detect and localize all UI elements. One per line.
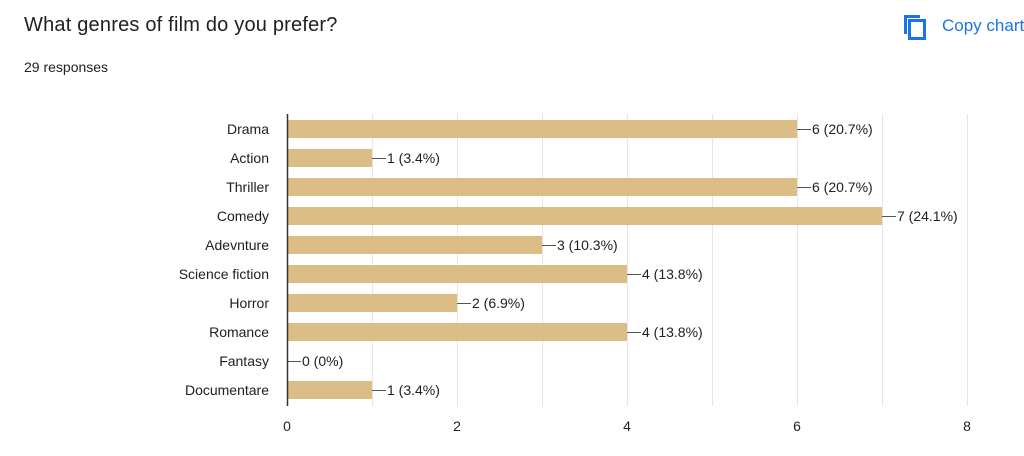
value-label: 4 (13.8%) [642, 324, 703, 340]
question-title: What genres of film do you prefer? [24, 14, 338, 36]
category-label: Action [230, 150, 269, 166]
bar [287, 236, 542, 254]
category-label: Fantasy [219, 353, 269, 369]
chart-gridlines [372, 114, 968, 406]
category-label: Drama [227, 121, 269, 137]
value-label: 0 (0%) [302, 353, 343, 369]
bar [287, 323, 627, 341]
value-labels: 6 (20.7%) 1 (3.4%) 6 (20.7%) 7 (24.1%) 3 (10… [287, 121, 958, 398]
value-label: 1 (3.4%) [387, 150, 440, 166]
response-count: 29 responses [24, 59, 109, 75]
x-tick-label: 6 [793, 418, 801, 434]
value-label: 4 (13.8%) [642, 266, 703, 282]
x-tick-label: 8 [963, 418, 971, 434]
copy-chart-button[interactable]: Copy chart [900, 8, 1024, 44]
bar [287, 149, 372, 167]
x-tick-label: 0 [283, 418, 291, 434]
value-label: 2 (6.9%) [472, 295, 525, 311]
category-label: Romance [209, 324, 269, 340]
bar [287, 381, 372, 399]
category-labels: Drama Action Thriller Comedy Adevnture Scienc… [179, 121, 270, 398]
chart-bars [287, 120, 882, 399]
copy-icon [900, 12, 928, 40]
category-label: Comedy [217, 208, 269, 224]
bar [287, 178, 797, 196]
category-label: Adevnture [205, 237, 269, 253]
bar [287, 294, 457, 312]
value-label: 7 (24.1%) [897, 208, 958, 224]
value-label: 3 (10.3%) [557, 237, 618, 253]
category-label: Thriller [226, 179, 269, 195]
bar [287, 120, 797, 138]
x-tick-label: 4 [623, 418, 631, 434]
bar [287, 207, 882, 225]
value-label: 6 (20.7%) [812, 179, 873, 195]
x-tick-labels: 0 2 4 6 8 [283, 418, 971, 434]
value-label: 6 (20.7%) [812, 121, 873, 137]
category-label: Documentare [185, 382, 269, 398]
copy-chart-label: Copy chart [942, 16, 1024, 35]
category-label: Horror [229, 295, 269, 311]
bar [287, 265, 627, 283]
x-tick-label: 2 [453, 418, 461, 434]
value-label: 1 (3.4%) [387, 382, 440, 398]
category-label: Science fiction [179, 266, 269, 282]
